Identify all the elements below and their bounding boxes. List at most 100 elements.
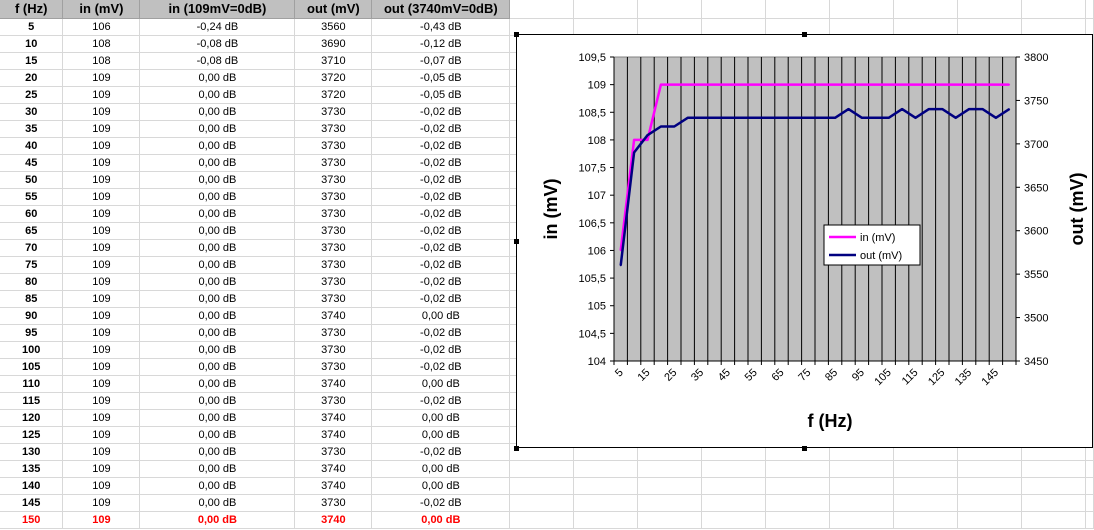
empty-cell[interactable] <box>1021 460 1086 478</box>
empty-cell[interactable] <box>829 0 895 19</box>
empty-cell[interactable] <box>509 494 575 512</box>
table-cell[interactable]: 3730 <box>294 273 373 291</box>
empty-cell[interactable] <box>637 0 703 19</box>
table-cell[interactable]: 3730 <box>294 392 373 410</box>
table-cell[interactable]: 3740 <box>294 460 373 478</box>
table-cell[interactable]: 109 <box>62 358 141 376</box>
empty-cell[interactable] <box>765 494 831 512</box>
table-cell[interactable]: -0,24 dB <box>139 18 296 36</box>
table-cell[interactable]: 0,00 dB <box>139 137 296 155</box>
table-cell[interactable]: -0,12 dB <box>371 35 511 53</box>
table-cell[interactable]: -0,43 dB <box>371 18 511 36</box>
table-cell[interactable]: 0,00 dB <box>139 375 296 393</box>
empty-cell[interactable] <box>829 494 895 512</box>
empty-cell[interactable] <box>701 18 767 36</box>
table-cell[interactable]: 0,00 dB <box>371 460 511 478</box>
table-cell[interactable]: 30 <box>0 103 64 121</box>
table-cell[interactable]: 109 <box>62 392 141 410</box>
table-cell[interactable]: 0,00 dB <box>139 205 296 223</box>
table-cell[interactable]: 0,00 dB <box>139 443 296 461</box>
table-cell[interactable]: 0,00 dB <box>139 86 296 104</box>
table-cell[interactable]: 0,00 dB <box>139 239 296 257</box>
empty-cell[interactable] <box>765 511 831 529</box>
table-cell[interactable]: 3730 <box>294 443 373 461</box>
empty-cell[interactable] <box>1085 18 1094 36</box>
table-cell[interactable]: 55 <box>0 188 64 206</box>
table-cell[interactable]: -0,02 dB <box>371 341 511 359</box>
table-cell[interactable]: -0,02 dB <box>371 120 511 138</box>
table-cell[interactable]: 3740 <box>294 307 373 325</box>
table-cell[interactable]: 109 <box>62 273 141 291</box>
table-cell[interactable]: 0,00 dB <box>139 120 296 138</box>
header-cell[interactable]: f (Hz) <box>0 0 64 19</box>
table-cell[interactable]: -0,02 dB <box>371 103 511 121</box>
table-cell[interactable]: -0,02 dB <box>371 256 511 274</box>
header-cell[interactable]: in (109mV=0dB) <box>139 0 296 19</box>
empty-cell[interactable] <box>637 460 703 478</box>
table-cell[interactable]: 3710 <box>294 52 373 70</box>
table-cell[interactable]: 20 <box>0 69 64 87</box>
table-cell[interactable]: 10 <box>0 35 64 53</box>
table-cell[interactable]: -0,05 dB <box>371 86 511 104</box>
table-cell[interactable]: 3730 <box>294 290 373 308</box>
table-cell[interactable]: 3720 <box>294 86 373 104</box>
empty-cell[interactable] <box>1085 0 1094 19</box>
table-cell[interactable]: -0,02 dB <box>371 494 511 512</box>
table-cell[interactable]: 3730 <box>294 256 373 274</box>
table-cell[interactable]: 3720 <box>294 69 373 87</box>
chart-object[interactable]: 104 104,5 105 105,5 106 106,5 107 107,5 108 108,5… <box>516 34 1093 448</box>
table-cell[interactable]: 65 <box>0 222 64 240</box>
empty-cell[interactable] <box>1021 477 1086 495</box>
empty-cell[interactable] <box>829 460 895 478</box>
table-cell[interactable]: 0,00 dB <box>139 477 296 495</box>
table-cell[interactable]: 0,00 dB <box>371 375 511 393</box>
empty-cell[interactable] <box>829 18 895 36</box>
table-cell[interactable]: 0,00 dB <box>139 222 296 240</box>
table-cell[interactable]: 0,00 dB <box>139 290 296 308</box>
empty-cell[interactable] <box>829 511 895 529</box>
table-cell[interactable]: 50 <box>0 171 64 189</box>
table-cell[interactable]: 109 <box>62 426 141 444</box>
empty-cell[interactable] <box>573 18 639 36</box>
table-cell[interactable]: 106 <box>62 18 141 36</box>
table-cell[interactable]: 3730 <box>294 222 373 240</box>
resize-handle[interactable] <box>802 32 807 37</box>
table-cell[interactable]: 3730 <box>294 494 373 512</box>
empty-cell[interactable] <box>1021 494 1086 512</box>
empty-cell[interactable] <box>1085 511 1094 529</box>
table-cell[interactable]: 0,00 dB <box>139 409 296 427</box>
table-cell[interactable]: -0,08 dB <box>139 52 296 70</box>
empty-cell[interactable] <box>893 511 958 529</box>
empty-cell[interactable] <box>957 511 1022 529</box>
table-cell[interactable]: 109 <box>62 307 141 325</box>
empty-cell[interactable] <box>829 477 895 495</box>
table-cell[interactable]: 109 <box>62 188 141 206</box>
table-cell[interactable]: 3740 <box>294 426 373 444</box>
table-cell[interactable]: 0,00 dB <box>139 460 296 478</box>
table-cell[interactable]: 70 <box>0 239 64 257</box>
table-cell[interactable]: 3730 <box>294 103 373 121</box>
empty-cell[interactable] <box>509 0 575 19</box>
table-cell[interactable]: 45 <box>0 154 64 172</box>
table-cell[interactable]: 3730 <box>294 205 373 223</box>
table-cell[interactable]: 109 <box>62 324 141 342</box>
empty-cell[interactable] <box>1021 18 1086 36</box>
table-cell[interactable]: -0,02 dB <box>371 273 511 291</box>
table-cell[interactable]: 3730 <box>294 137 373 155</box>
table-cell[interactable]: 0,00 dB <box>139 494 296 512</box>
table-cell[interactable]: -0,02 dB <box>371 205 511 223</box>
empty-cell[interactable] <box>1085 460 1094 478</box>
header-cell[interactable]: out (3740mV=0dB) <box>371 0 511 19</box>
table-cell[interactable]: 0,00 dB <box>139 307 296 325</box>
resize-handle[interactable] <box>514 32 519 37</box>
table-cell[interactable]: 3730 <box>294 358 373 376</box>
table-cell[interactable]: 0,00 dB <box>139 426 296 444</box>
empty-cell[interactable] <box>1085 443 1094 461</box>
table-cell[interactable]: -0,02 dB <box>371 154 511 172</box>
empty-cell[interactable] <box>765 18 831 36</box>
table-cell[interactable]: -0,02 dB <box>371 443 511 461</box>
table-cell[interactable]: 109 <box>62 256 141 274</box>
table-cell[interactable]: 3740 <box>294 375 373 393</box>
table-cell[interactable]: -0,05 dB <box>371 69 511 87</box>
empty-cell[interactable] <box>957 494 1022 512</box>
